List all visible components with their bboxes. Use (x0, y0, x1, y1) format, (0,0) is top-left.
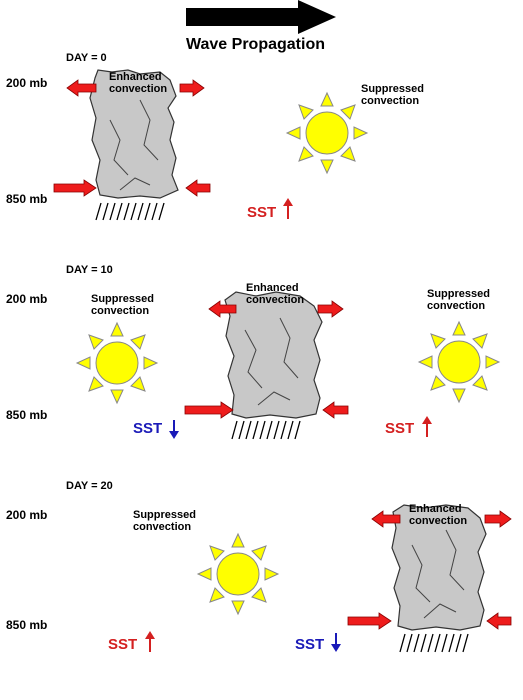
sun-icon (196, 532, 280, 616)
convection-label: Suppressed convection (427, 288, 490, 312)
level-850mb-label: 850 mb (6, 408, 48, 422)
sst-label: SST (247, 204, 277, 221)
cloud-icon (224, 291, 323, 419)
level-200mb-label: 200 mb (6, 508, 48, 522)
divergence-arrows-icon (66, 79, 205, 97)
level-850mb-label: 850 mb (6, 618, 48, 632)
sun-icon (75, 321, 159, 405)
convergence-arrows-icon (347, 612, 512, 630)
panel-day-label: DAY = 0 (66, 52, 107, 64)
convection-label: Suppressed convection (91, 293, 154, 317)
divergence-arrows-icon (371, 510, 512, 528)
up-arrow-icon (145, 631, 155, 652)
sst-label: SST (108, 636, 138, 653)
diagram-title: Wave Propagation (186, 36, 325, 53)
convergence-arrows-icon (184, 401, 349, 419)
convection-label: Enhanced convection (246, 282, 305, 306)
level-850mb-label: 850 mb (6, 192, 48, 206)
convection-label: Suppressed convection (361, 83, 424, 107)
cloud-icon (391, 504, 487, 631)
convergence-arrows-icon (53, 179, 211, 197)
down-arrow-icon (331, 633, 341, 652)
sun-icon (285, 91, 369, 175)
sst-label: SST (385, 420, 415, 437)
up-arrow-icon (283, 198, 293, 219)
convection-label: Suppressed convection (133, 509, 196, 533)
sun-icon (417, 320, 501, 404)
down-arrow-icon (169, 420, 179, 439)
rain-hatch-icon (399, 633, 469, 653)
rain-hatch-icon (231, 420, 301, 440)
panel-day-label: DAY = 10 (66, 264, 113, 276)
level-200mb-label: 200 mb (6, 76, 48, 90)
cloud-icon (89, 69, 179, 199)
level-200mb-label: 200 mb (6, 292, 48, 306)
divergence-arrows-icon (208, 300, 344, 318)
convection-label: Enhanced convection (109, 71, 168, 95)
rain-hatch-icon (95, 202, 165, 221)
convection-label: Enhanced convection (409, 503, 468, 527)
panel-day-label: DAY = 20 (66, 480, 113, 492)
sst-label: SST (295, 636, 325, 653)
right-arrow-icon (186, 0, 336, 34)
up-arrow-icon (422, 416, 432, 437)
sst-label: SST (133, 420, 163, 437)
